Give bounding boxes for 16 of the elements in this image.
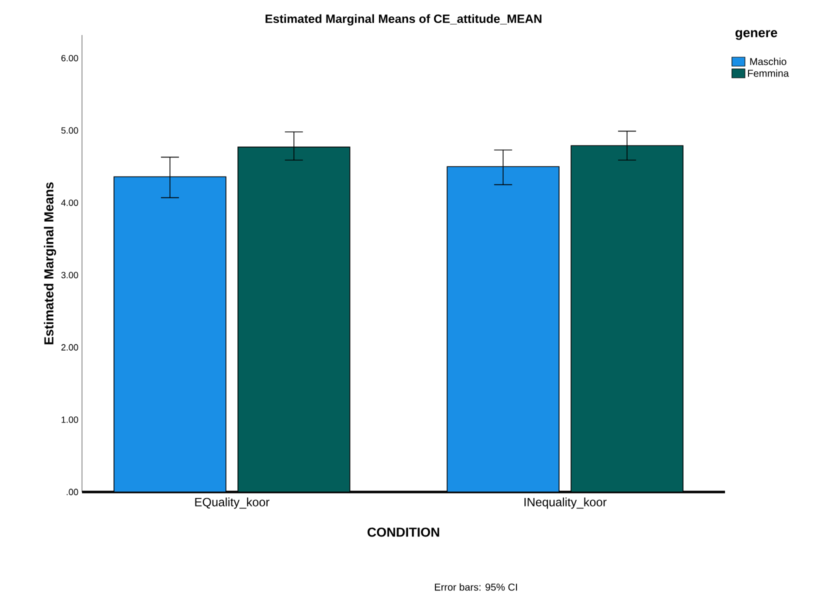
y-tick-label: 3.00	[61, 272, 78, 278]
text: Error bars: 95% CI	[434, 583, 517, 591]
legend-title: genere	[736, 30, 778, 40]
x-tick-label: EQuality_koor	[195, 498, 270, 509]
legend-label: Femmina	[748, 70, 789, 77]
y-tick-label: 5.00	[61, 127, 78, 134]
y-axis-title: Estimated Marginal Means	[44, 182, 56, 344]
y-tick-label: 1.00	[62, 416, 78, 423]
y-tick-label: 4.00	[61, 200, 78, 206]
x-axis-title: CONDITION	[368, 528, 440, 537]
x-tick-label: INequality_koor	[524, 498, 607, 509]
y-tick-label: 2.00	[61, 344, 78, 351]
y-tick-label: .00	[66, 488, 78, 496]
chart-title: Estimated Marginal Means of CE_attitude_MEAN	[266, 14, 542, 26]
y-tick-label: 6.00	[61, 54, 78, 62]
legend-label: Maschio	[750, 58, 786, 66]
